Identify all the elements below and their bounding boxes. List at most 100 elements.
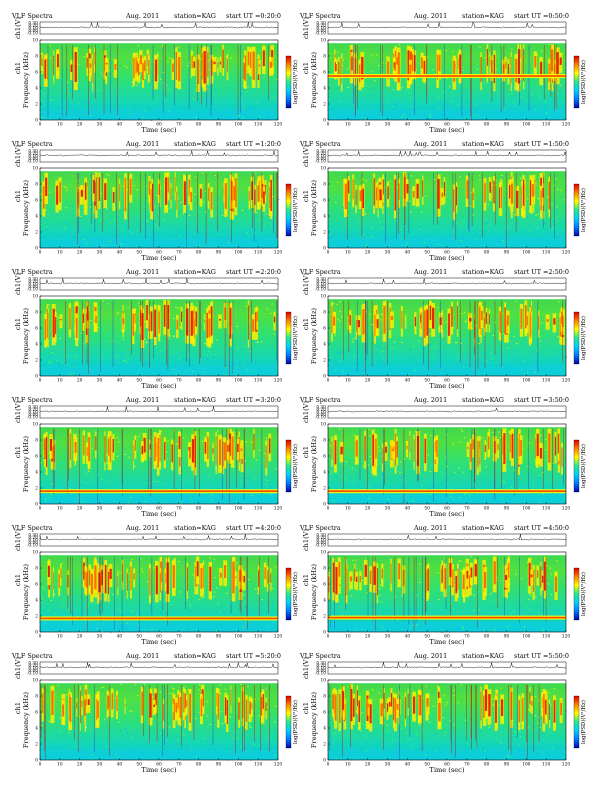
time-tick-label: 100: [234, 251, 242, 256]
start-time-label: start UT =0:20:0: [226, 12, 281, 20]
colorbar: log(PSD)(V²/Hz): [573, 311, 587, 365]
low-frequency-layer: [40, 494, 278, 504]
time-tick-label: 90: [216, 763, 222, 768]
colorbar-label: log(PSD)(V²/Hz): [292, 316, 299, 360]
time-tick-label: 120: [274, 251, 282, 256]
waveform-trace: [327, 150, 567, 157]
time-tick-label: 60: [444, 379, 450, 384]
waveform-tick-label: 0.20: [28, 280, 38, 285]
time-tick-label: 80: [484, 635, 490, 640]
spectrogram: 0 2 4 6 8 10 Frequency (kHz)ch1 0 10 20 30 40 50 60 70…: [14, 679, 282, 775]
time-tick-label: 40: [117, 379, 123, 384]
station-label: station=KAG: [174, 396, 216, 404]
frequency-tick-label: 4: [35, 727, 38, 732]
waveform-trace: [327, 22, 567, 29]
start-time-label: start UT =5:20:0: [226, 652, 281, 660]
colorbar-label: log(PSD)(V²/Hz): [292, 444, 299, 488]
waveform-tick-label: -0.10: [315, 31, 326, 36]
frequency-tick-label: 0: [323, 503, 326, 508]
waveform-axis-label: ch1(V): [14, 145, 22, 167]
waveform-tick-label: 0.30: [316, 21, 326, 26]
colorbar: log(PSD)(V²/Hz): [285, 695, 299, 749]
emission-activity: [329, 684, 563, 760]
time-tick-label: 60: [444, 123, 450, 128]
colorbar: log(PSD)(V²/Hz): [573, 567, 587, 621]
waveform-tick-label: 0.30: [28, 277, 38, 282]
frequency-tick-label: 6: [323, 583, 326, 588]
time-tick-label: 40: [117, 763, 123, 768]
time-tick-label: 40: [117, 507, 123, 512]
station-label: station=KAG: [174, 12, 216, 20]
spectra-panel: VLF Spectra Aug. 2011 station=KAG start UT …: [11, 12, 299, 134]
waveform-axis-label: ch1(V): [302, 145, 310, 167]
time-tick-label: 40: [405, 635, 411, 640]
frequency-tick-label: 6: [323, 455, 326, 460]
time-axis-label: Time (sec): [430, 638, 465, 646]
time-tick-label: 90: [504, 763, 510, 768]
frequency-axis-label: Frequency (kHz): [22, 692, 30, 749]
time-tick-label: 90: [216, 507, 222, 512]
spectra-panel: VLF Spectra Aug. 2011 station=KAG start UT …: [11, 268, 299, 390]
time-tick-label: 80: [484, 507, 490, 512]
waveform-tick-label: 0.30: [28, 149, 38, 154]
waveform-tick-label: -0.10: [315, 287, 326, 292]
time-tick-label: 60: [444, 507, 450, 512]
plot-label: VLF Spectra: [299, 12, 341, 20]
colorbar-label: log(PSD)(V²/Hz): [292, 700, 299, 744]
waveform-trace: [327, 662, 567, 669]
time-tick-label: 10: [345, 123, 351, 128]
time-tick-label: 10: [345, 763, 351, 768]
time-axis-label: Time (sec): [142, 638, 177, 646]
frequency-tick-label: 4: [323, 215, 326, 220]
colorbar-gradient: [573, 55, 580, 109]
time-tick-label: 50: [424, 251, 430, 256]
time-tick-label: 20: [77, 763, 83, 768]
time-tick-label: 60: [444, 251, 450, 256]
waveform-tick-label: 0.30: [28, 21, 38, 26]
frequency-tick-label: 0: [323, 247, 326, 252]
start-time-label: start UT =2:50:0: [514, 268, 569, 276]
low-frequency-layer: [40, 238, 278, 248]
waveform-strip: 0.300.200.100.00-0.10 ch1(V): [302, 17, 567, 39]
colorbar-gradient: [285, 55, 292, 109]
waveform-frame: [39, 405, 279, 419]
waveform-tick-label: 0.20: [316, 24, 326, 29]
channel-tag: ch1: [302, 190, 310, 202]
time-axis-label: Time (sec): [430, 510, 465, 518]
time-tick-label: 80: [196, 251, 202, 256]
waveform-tick-label: 0.20: [316, 664, 326, 669]
time-tick-label: 60: [156, 507, 162, 512]
emission-activity: [333, 44, 563, 120]
start-time-label: start UT =5:50:0: [514, 652, 569, 660]
frequency-tick-label: 8: [35, 439, 38, 444]
colorbar-gradient: [285, 567, 292, 621]
time-tick-label: 50: [424, 763, 430, 768]
colorbar: log(PSD)(V²/Hz): [285, 55, 299, 109]
frequency-tick-label: 2: [35, 231, 38, 236]
waveform-axis-label: ch1(V): [14, 529, 22, 551]
date-label: Aug. 2011: [125, 396, 159, 404]
frequency-tick-label: 8: [323, 55, 326, 60]
colorbar-label: log(PSD)(V²/Hz): [580, 60, 587, 104]
low-frequency-layer: [40, 110, 278, 120]
frequency-tick-label: 4: [323, 343, 326, 348]
colorbar-gradient: [573, 183, 580, 237]
time-tick-label: 40: [405, 379, 411, 384]
channel-tag: ch1: [302, 318, 310, 330]
channel-tag: ch1: [14, 702, 22, 714]
time-tick-label: 10: [345, 251, 351, 256]
time-tick-label: 20: [365, 251, 371, 256]
station-label: station=KAG: [462, 140, 504, 148]
waveform-tick-label: 0.00: [316, 285, 326, 290]
time-tick-label: 70: [464, 763, 470, 768]
spectrogram: 0 2 4 6 8 10 Frequency (kHz)ch1 0 10 20 30 40 50 60 70…: [14, 423, 282, 519]
waveform-axis-label: ch1(V): [14, 17, 22, 39]
frequency-tick-label: 8: [35, 567, 38, 572]
frequency-axis-label: Frequency (kHz): [310, 180, 318, 237]
time-tick-label: 30: [97, 635, 103, 640]
time-tick-label: 10: [57, 251, 63, 256]
waveform-tick-label: 0.10: [316, 666, 326, 671]
time-tick-label: 120: [274, 635, 282, 640]
